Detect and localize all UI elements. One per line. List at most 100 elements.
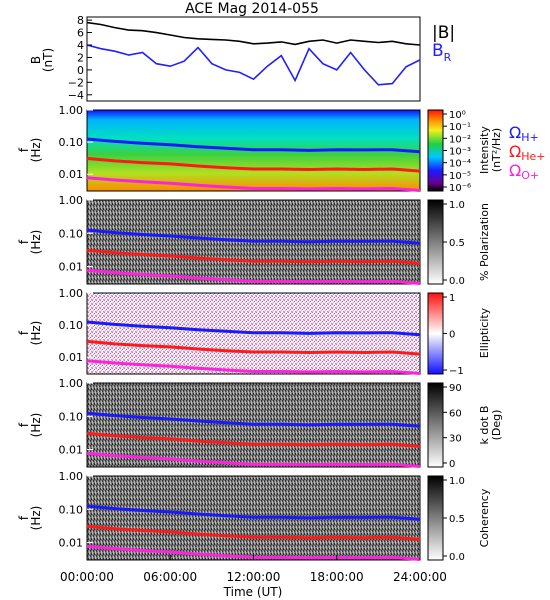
gyro-line-0-panel-3 [86, 411, 421, 428]
cbar-tick-label: 30 [449, 434, 462, 445]
legend-omega-h-main: Ω [509, 123, 521, 142]
cbar-tick-label: 0 [449, 459, 455, 470]
freq-tick-label: 1.00 [59, 470, 84, 483]
cbar-tick-label: 0.0 [449, 552, 465, 563]
legend-b-radial-main: B [432, 41, 444, 61]
freq-tick-label: 1.00 [59, 377, 84, 390]
gyro-line-1-panel-2 [86, 339, 421, 356]
legend-omega-h-sub: H+ [521, 131, 539, 144]
cbar-tick-label: 10⁻¹ [449, 122, 471, 133]
cbar-tick-label: 1.0 [449, 200, 465, 211]
gyrofrequency-lines [86, 137, 421, 561]
mag-plot-frame [86, 16, 421, 102]
freq-tick-label: 0.01 [59, 261, 84, 274]
gyro-line-0-panel-1 [86, 228, 421, 245]
freq-tick-label: 0.01 [59, 351, 84, 364]
kdotb-colorbar [427, 382, 444, 468]
figure-title: ACE Mag 2014-055 [185, 1, 319, 17]
cbar-tick-label: 1 [449, 293, 455, 304]
gyro-line-0-panel-2 [86, 320, 421, 337]
gyro-line-2-panel-1 [86, 268, 421, 285]
legend-b-radial: BR [432, 41, 452, 64]
x-axis-label: Time (UT) [223, 585, 283, 599]
intensity-cbar-label-2: (nT²/Hz) [490, 128, 503, 172]
ellipticity-ylabel-2: (Hz) [29, 321, 43, 346]
intensity-cbar-label-1: Intensity [478, 126, 491, 174]
cbar-tick-label: 10⁻⁵ [449, 171, 471, 182]
intensity-ylabel-1: f [17, 147, 31, 152]
polarization-cbar-label: % Polarization [478, 203, 491, 281]
x-tick-label: 00:00:00 [60, 570, 114, 584]
gyro-line-1-panel-3 [86, 431, 421, 448]
mag-ytick-label: 8 [77, 14, 84, 27]
x-tick-label: 12:00:00 [227, 570, 281, 584]
legend-omega-o: ΩO+ [509, 161, 539, 182]
cbar-tick-label: 10⁰ [449, 110, 466, 121]
gyro-line-2-panel-3 [86, 451, 421, 468]
cbar-tick-label: −1 [449, 366, 464, 377]
freq-tick-label: 0.01 [59, 444, 84, 457]
intensity-ylabel-2: (Hz) [29, 138, 43, 163]
frequency-tick-labels: 1.00 0.10 0.01 1.00 0.10 0.01 1.00 0.10 0.01 1.00… [59, 104, 93, 550]
ellipticity-cbar-label: Ellipticity [478, 307, 491, 358]
ellipticity-colorbar [427, 292, 444, 375]
freq-tick-label: 1.00 [59, 287, 84, 300]
mag-series-line-0 [86, 21, 421, 46]
coherency-colorbar [427, 475, 444, 561]
freq-tick-label: 0.10 [59, 410, 84, 423]
gyro-line-2-panel-0 [86, 176, 421, 192]
ellipticity-ylabel-1: f [17, 330, 31, 335]
intensity-colorbar [427, 109, 444, 192]
mag-ylabel-2: (nT) [41, 48, 55, 72]
mag-ylabel-1: B [29, 56, 43, 64]
freq-tick-label: 0.10 [59, 503, 84, 516]
x-tick-label: 06:00:00 [143, 570, 197, 584]
legend-omega-he: ΩHe+ [509, 142, 546, 163]
cbar-tick-label: 60 [449, 408, 462, 419]
cbar-tick-label: 10⁻⁶ [449, 183, 471, 194]
gyro-line-1-panel-1 [86, 248, 421, 265]
cbar-tick-label: 0.0 [449, 276, 465, 287]
mag-ytick-label: 0 [77, 64, 84, 77]
kdotb-ylabel-2: (Hz) [29, 413, 43, 438]
mag-ytick-label: 6 [77, 27, 84, 40]
gyro-line-2-panel-2 [86, 359, 421, 375]
polarization-ylabel-1: f [17, 239, 31, 244]
legend-omega-he-main: Ω [509, 142, 521, 161]
cbar-tick-label: 0.5 [449, 514, 465, 525]
mag-ytick-label: 4 [77, 39, 84, 52]
x-axis-ticks: 00:00:00 06:00:00 12:00:00 18:00:00 24:00:00 [60, 555, 447, 584]
freq-tick-label: 1.00 [59, 194, 84, 207]
gyro-line-1-panel-4 [86, 524, 421, 541]
freq-tick-label: 0.01 [59, 537, 84, 550]
cbar-tick-label: 1.0 [449, 476, 465, 487]
legend-omega-o-main: Ω [509, 161, 521, 180]
x-tick-label: 24:00:00 [393, 570, 447, 584]
mag-ytick-label: −4 [68, 89, 84, 102]
cbar-tick-label: 90 [449, 383, 462, 394]
mag-ytick-label: 2 [77, 51, 84, 64]
legend-omega-o-sub: O+ [521, 169, 539, 182]
x-tick-label: 18:00:00 [310, 570, 364, 584]
kdotb-cbar-label-2: (Deg) [490, 410, 503, 441]
cbar-tick-label: 10⁻² [449, 134, 471, 145]
kdotb-cbar-label-1: k dot B [478, 406, 491, 445]
gyro-line-0-panel-0 [86, 137, 421, 154]
freq-tick-label: 0.10 [59, 136, 84, 149]
coherency-ylabel-2: (Hz) [29, 506, 43, 531]
gyro-line-1-panel-0 [86, 156, 421, 173]
freq-tick-label: 0.10 [59, 319, 84, 332]
cbar-tick-label: 10⁻⁴ [449, 159, 471, 170]
kdotb-ylabel-1: f [17, 422, 31, 427]
freq-tick-label: 0.10 [59, 227, 84, 240]
cbar-tick-label: 0.5 [449, 238, 465, 249]
polarization-ylabel-2: (Hz) [29, 230, 43, 255]
freq-tick-label: 1.00 [59, 104, 84, 117]
coherency-cbar-label: Coherency [478, 488, 491, 547]
mag-lines [86, 21, 421, 86]
legend-omega-h: ΩH+ [509, 123, 539, 144]
